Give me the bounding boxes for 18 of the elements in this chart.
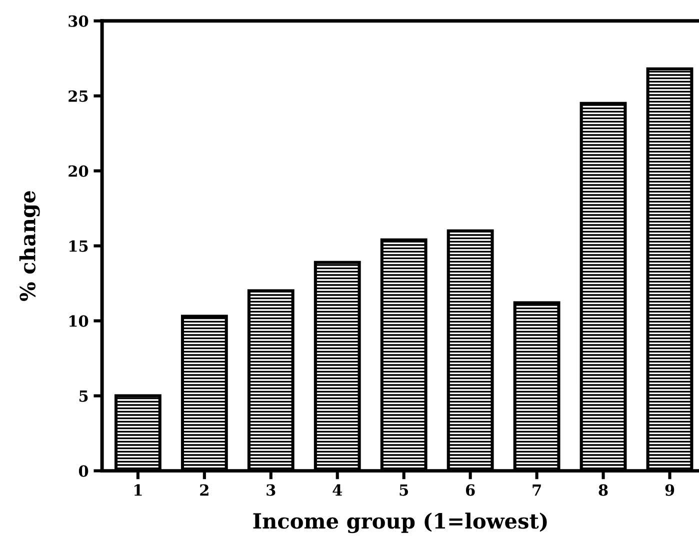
x-tick-label: 9 (665, 484, 674, 496)
x-axis-title: Income group (1=lowest) (253, 512, 547, 534)
x-tick-label: 4 (332, 484, 342, 496)
x-tick-label: 8 (598, 484, 608, 496)
x-tick-label: 1 (134, 484, 142, 496)
y-tick-label: 15 (69, 240, 88, 252)
x-tick-label: 2 (200, 484, 208, 496)
x-tick-label: 3 (266, 484, 276, 496)
x-tick-label: 5 (400, 484, 408, 496)
y-tick-label: 0 (78, 465, 88, 477)
x-tick-label: 6 (466, 484, 475, 496)
y-axis-title: % change (19, 191, 40, 302)
y-tick-label: 10 (69, 315, 88, 327)
y-tick-label: 25 (68, 90, 88, 102)
x-tick-label: 7 (532, 484, 541, 496)
y-tick-label: 30 (68, 15, 88, 27)
y-tick-label: 20 (68, 165, 88, 177)
y-tick-label: 5 (79, 390, 88, 402)
